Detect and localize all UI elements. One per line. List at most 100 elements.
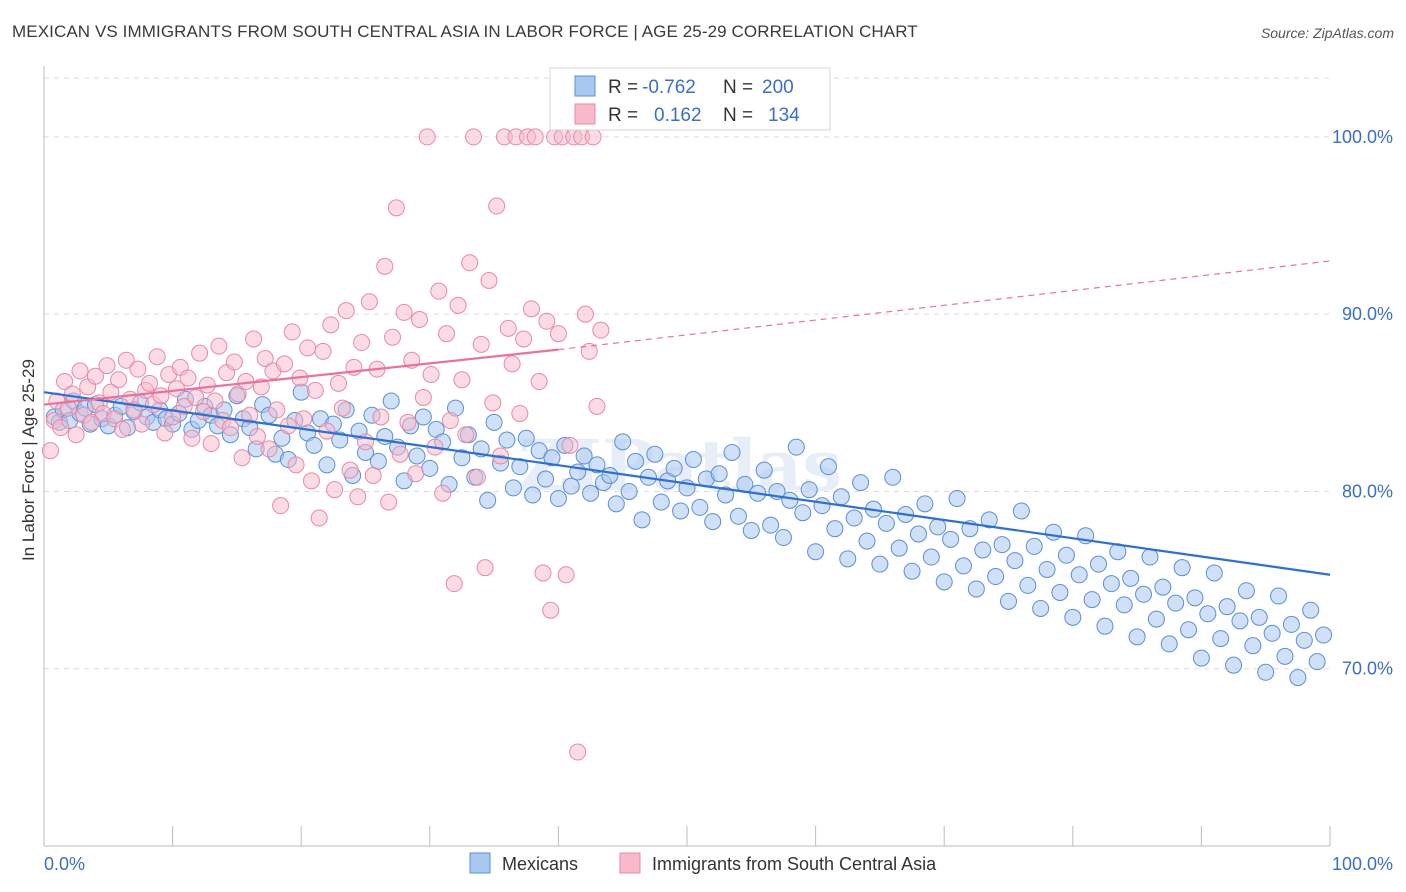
point-south-central-asia xyxy=(260,440,278,458)
point-south-central-asia xyxy=(326,481,344,499)
point-south-central-asia xyxy=(526,128,544,146)
bottom-legend: Mexicans Immigrants from South Central A… xyxy=(469,852,937,874)
point-south-central-asia xyxy=(395,303,413,321)
point-south-central-asia xyxy=(534,564,552,582)
point-mexicans xyxy=(858,532,876,550)
point-south-central-asia xyxy=(360,293,378,311)
point-mexicans xyxy=(1064,608,1082,626)
point-mexicans xyxy=(871,555,889,573)
point-mexicans xyxy=(1199,605,1217,623)
point-mexicans xyxy=(607,495,625,513)
point-south-central-asia xyxy=(179,369,197,387)
point-south-central-asia xyxy=(542,601,560,619)
point-south-central-asia xyxy=(468,468,486,486)
point-south-central-asia xyxy=(133,415,151,433)
point-mexicans xyxy=(1115,596,1133,614)
point-mexicans xyxy=(993,536,1011,554)
point-south-central-asia xyxy=(480,272,498,289)
point-south-central-asia xyxy=(41,442,59,460)
point-south-central-asia xyxy=(140,374,158,392)
point-mexicans xyxy=(1122,569,1140,587)
point-mexicans xyxy=(1302,601,1320,619)
point-south-central-asia xyxy=(310,509,328,527)
point-mexicans xyxy=(755,461,773,479)
point-mexicans xyxy=(1000,592,1017,610)
point-mexicans xyxy=(967,580,985,598)
point-south-central-asia xyxy=(175,397,193,415)
point-mexicans xyxy=(839,550,857,568)
point-south-central-asia xyxy=(384,328,402,346)
point-mexicans xyxy=(517,429,535,447)
point-mexicans xyxy=(1289,669,1307,687)
point-south-central-asia xyxy=(113,420,131,438)
point-south-central-asia xyxy=(221,419,239,437)
point-south-central-asia xyxy=(399,413,417,431)
point-south-central-asia xyxy=(152,387,170,405)
point-south-central-asia xyxy=(275,355,293,373)
point-mexicans xyxy=(987,568,1005,586)
point-south-central-asia xyxy=(449,296,467,314)
point-mexicans xyxy=(1257,663,1275,681)
point-south-central-asia xyxy=(584,128,602,146)
point-south-central-asia xyxy=(418,128,436,146)
point-south-central-asia xyxy=(484,394,502,412)
point-south-central-asia xyxy=(592,321,610,339)
point-mexicans xyxy=(704,513,722,531)
point-mexicans xyxy=(800,481,818,499)
point-mexicans xyxy=(1012,502,1030,520)
point-mexicans xyxy=(530,442,548,460)
point-south-central-asia xyxy=(229,385,247,403)
point-mexicans xyxy=(710,465,728,483)
point-mexicans xyxy=(292,383,310,401)
point-mexicans xyxy=(852,474,870,492)
legend-swatch-mexicans xyxy=(574,75,596,97)
point-mexicans xyxy=(1019,576,1037,594)
point-mexicans xyxy=(318,456,336,474)
point-south-central-asia xyxy=(283,323,301,341)
point-mexicans xyxy=(1237,582,1255,600)
point-south-central-asia xyxy=(353,334,371,352)
point-mexicans xyxy=(646,445,664,463)
point-south-central-asia xyxy=(299,339,317,357)
point-mexicans xyxy=(922,548,940,566)
point-mexicans xyxy=(601,467,619,484)
point-south-central-asia xyxy=(441,412,459,430)
point-south-central-asia xyxy=(576,305,594,323)
point-mexicans xyxy=(954,557,972,575)
point-mexicans xyxy=(652,493,670,511)
point-south-central-asia xyxy=(110,371,128,389)
x-tick-label: 100.0% xyxy=(1332,854,1393,874)
point-south-central-asia xyxy=(376,257,394,275)
point-mexicans xyxy=(543,449,561,467)
point-mexicans xyxy=(1231,612,1249,630)
legend-r-label-2: R = xyxy=(608,105,638,126)
point-south-central-asia xyxy=(569,743,587,761)
point-mexicans xyxy=(1090,555,1108,573)
point-mexicans xyxy=(813,497,831,515)
point-south-central-asia xyxy=(314,342,332,360)
y-tick-label: 80.0% xyxy=(1342,481,1393,501)
point-mexicans xyxy=(575,447,593,465)
point-mexicans xyxy=(1051,584,1069,601)
point-south-central-asia xyxy=(549,325,567,343)
point-mexicans xyxy=(787,438,805,456)
point-south-central-asia xyxy=(156,424,174,442)
point-mexicans xyxy=(723,443,741,461)
point-mexicans xyxy=(562,477,580,495)
point-south-central-asia xyxy=(445,575,463,593)
point-south-central-asia xyxy=(164,408,182,426)
point-south-central-asia xyxy=(233,449,251,467)
point-mexicans xyxy=(807,543,825,561)
y-tick-label: 70.0% xyxy=(1342,659,1393,679)
point-mexicans xyxy=(1045,523,1063,541)
point-south-central-asia xyxy=(322,316,340,334)
point-mexicans xyxy=(691,498,709,516)
point-mexicans xyxy=(305,436,323,454)
series-south-central-asia-points xyxy=(41,128,610,761)
point-mexicans xyxy=(1141,548,1159,566)
point-south-central-asia xyxy=(561,436,579,454)
point-south-central-asia xyxy=(391,445,409,463)
point-mexicans xyxy=(588,456,606,474)
point-south-central-asia xyxy=(272,497,290,515)
point-mexicans xyxy=(1096,617,1114,635)
